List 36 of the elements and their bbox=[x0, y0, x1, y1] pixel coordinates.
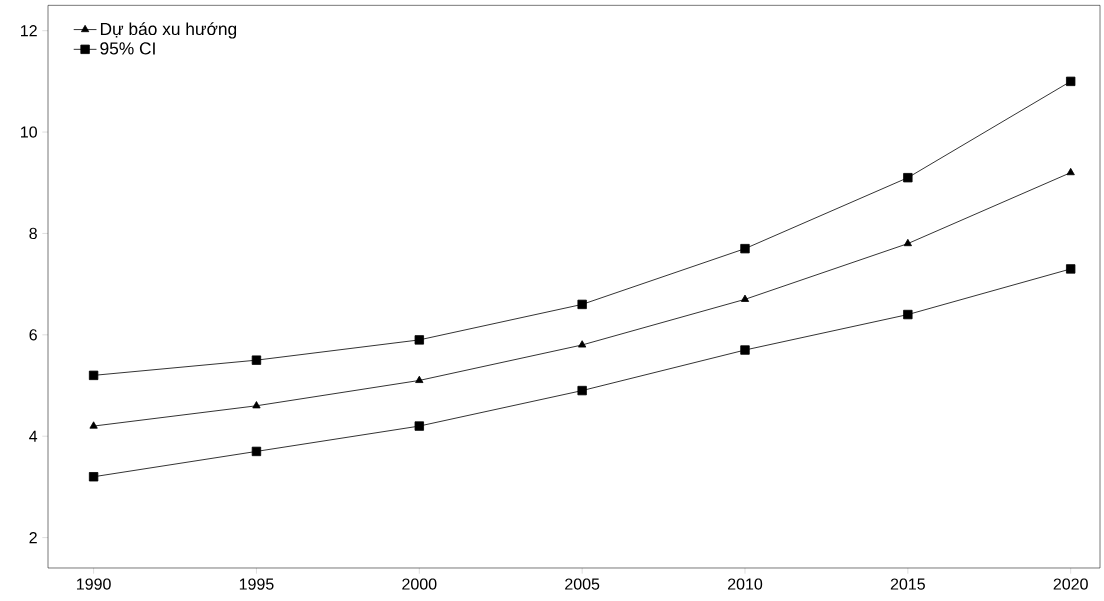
point bbox=[1066, 264, 1076, 274]
point bbox=[577, 299, 587, 310]
y-tick-label: 8 bbox=[29, 227, 37, 240]
point bbox=[251, 355, 262, 365]
point bbox=[415, 375, 424, 383]
point bbox=[903, 309, 913, 320]
point bbox=[414, 335, 424, 345]
x-tick-label: 2020 bbox=[1053, 578, 1088, 590]
y-tick-label: 2 bbox=[29, 532, 37, 544]
y-tick-label: 4 bbox=[29, 430, 38, 442]
point bbox=[1066, 167, 1075, 176]
point bbox=[740, 345, 750, 355]
point bbox=[740, 294, 750, 302]
point bbox=[88, 370, 99, 381]
point bbox=[578, 340, 587, 348]
x-tick-label: 1995 bbox=[239, 578, 274, 590]
point bbox=[251, 446, 262, 457]
point bbox=[88, 472, 99, 482]
point bbox=[1066, 76, 1076, 87]
x-tick-label: 2005 bbox=[565, 578, 600, 590]
legend-label: 95% CI bbox=[100, 42, 155, 55]
point bbox=[252, 401, 261, 409]
y-tick-label: 10 bbox=[21, 126, 37, 138]
point bbox=[740, 243, 750, 254]
point bbox=[89, 421, 98, 429]
point bbox=[577, 385, 587, 396]
legend-label: Dự báo xu hướng bbox=[100, 22, 237, 39]
y-tick-label: 12 bbox=[21, 25, 37, 37]
x-tick-label: 2010 bbox=[727, 578, 763, 590]
point bbox=[903, 173, 913, 183]
x-tick-label: 1990 bbox=[77, 578, 111, 590]
point bbox=[903, 238, 912, 247]
x-tick-label: 2015 bbox=[890, 578, 925, 590]
point bbox=[414, 421, 424, 431]
y-tick-label: 6 bbox=[29, 329, 37, 341]
x-tick-label: 2000 bbox=[402, 578, 437, 590]
